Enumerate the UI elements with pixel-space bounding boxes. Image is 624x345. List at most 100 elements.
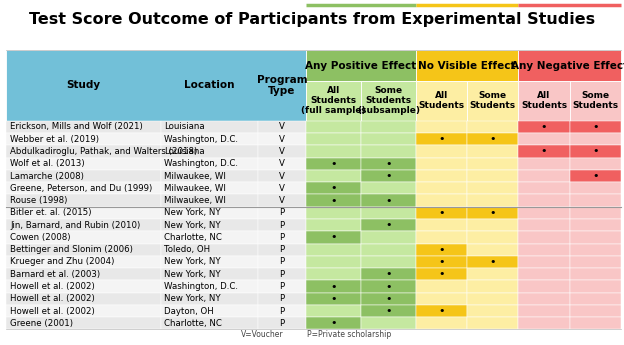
Text: New York, NY: New York, NY xyxy=(163,220,220,230)
Text: P: P xyxy=(280,294,285,303)
Bar xyxy=(519,50,621,81)
Bar xyxy=(519,207,570,219)
Text: P: P xyxy=(280,245,285,254)
Text: •: • xyxy=(330,159,337,169)
Text: P: P xyxy=(280,270,285,279)
Bar xyxy=(570,305,621,317)
Text: Study: Study xyxy=(67,80,100,90)
Text: V=Voucher: V=Voucher xyxy=(241,330,283,339)
Bar xyxy=(416,158,467,170)
Bar xyxy=(519,121,570,133)
Bar xyxy=(6,145,161,158)
Bar xyxy=(6,293,161,305)
Bar xyxy=(306,231,361,244)
Bar xyxy=(306,244,361,256)
Bar xyxy=(361,182,416,195)
Text: All
Students
(full sample): All Students (full sample) xyxy=(301,86,366,116)
Bar xyxy=(361,244,416,256)
Text: P: P xyxy=(280,220,285,230)
Bar xyxy=(258,121,306,133)
Bar xyxy=(306,293,361,305)
Text: •: • xyxy=(385,196,392,206)
Text: P: P xyxy=(280,208,285,217)
Bar xyxy=(258,182,306,195)
Bar xyxy=(6,219,161,231)
Bar xyxy=(361,81,416,121)
Text: •: • xyxy=(385,294,392,304)
Text: •: • xyxy=(385,282,392,292)
Bar xyxy=(6,207,161,219)
Text: P: P xyxy=(280,257,285,266)
Text: V: V xyxy=(279,171,285,180)
Bar xyxy=(519,195,570,207)
Bar xyxy=(519,268,570,280)
Bar xyxy=(161,195,258,207)
Bar xyxy=(416,268,467,280)
Bar xyxy=(570,121,621,133)
Text: Any Negative Effect: Any Negative Effect xyxy=(511,61,624,70)
Text: •: • xyxy=(438,134,445,144)
Text: •: • xyxy=(438,269,445,279)
Bar xyxy=(361,145,416,158)
Bar xyxy=(161,121,258,133)
Bar xyxy=(6,133,161,145)
Bar xyxy=(258,293,306,305)
Text: Bettinger and Slonim (2006): Bettinger and Slonim (2006) xyxy=(10,245,133,254)
Bar xyxy=(570,133,621,145)
Bar xyxy=(570,317,621,329)
Bar xyxy=(361,293,416,305)
Text: •: • xyxy=(330,294,337,304)
Bar xyxy=(306,182,361,195)
Bar xyxy=(258,244,306,256)
Text: P: P xyxy=(280,233,285,242)
Text: •: • xyxy=(438,306,445,316)
Bar xyxy=(6,231,161,244)
Bar xyxy=(306,170,361,182)
Bar xyxy=(467,170,519,182)
Text: Some
Students: Some Students xyxy=(470,91,516,110)
Bar xyxy=(361,231,416,244)
Bar xyxy=(161,317,258,329)
Text: Abdulkadiroglu, Pathak, and Walters (2018): Abdulkadiroglu, Pathak, and Walters (201… xyxy=(10,147,197,156)
Text: V: V xyxy=(279,135,285,144)
Bar xyxy=(467,268,519,280)
Bar xyxy=(519,158,570,170)
Bar xyxy=(361,158,416,170)
Text: Webber et al. (2019): Webber et al. (2019) xyxy=(10,135,99,144)
Bar xyxy=(467,81,519,121)
Text: Cowen (2008): Cowen (2008) xyxy=(10,233,71,242)
Bar xyxy=(467,244,519,256)
Bar xyxy=(161,268,258,280)
Text: •: • xyxy=(330,282,337,292)
Bar xyxy=(258,280,306,293)
Text: •: • xyxy=(490,257,496,267)
Bar xyxy=(161,280,258,293)
Bar xyxy=(467,317,519,329)
Text: Milwaukee, WI: Milwaukee, WI xyxy=(163,196,225,205)
Bar xyxy=(570,280,621,293)
Text: Barnard et al. (2003): Barnard et al. (2003) xyxy=(10,270,100,279)
Bar xyxy=(306,305,361,317)
Text: Some
Students: Some Students xyxy=(572,91,618,110)
Bar xyxy=(258,305,306,317)
Bar xyxy=(306,317,361,329)
Bar xyxy=(258,133,306,145)
Bar xyxy=(306,121,361,133)
Bar xyxy=(6,195,161,207)
Text: New York, NY: New York, NY xyxy=(163,257,220,266)
Bar xyxy=(161,305,258,317)
Bar xyxy=(6,121,161,133)
Bar xyxy=(361,121,416,133)
Bar xyxy=(519,293,570,305)
Bar xyxy=(519,280,570,293)
Text: •: • xyxy=(385,159,392,169)
Bar xyxy=(570,207,621,219)
Bar xyxy=(519,145,570,158)
Text: P: P xyxy=(280,282,285,291)
Bar xyxy=(258,317,306,329)
Text: V: V xyxy=(279,147,285,156)
Text: Greene, Peterson, and Du (1999): Greene, Peterson, and Du (1999) xyxy=(10,184,152,193)
Bar xyxy=(6,170,161,182)
Bar xyxy=(161,158,258,170)
Bar xyxy=(519,244,570,256)
